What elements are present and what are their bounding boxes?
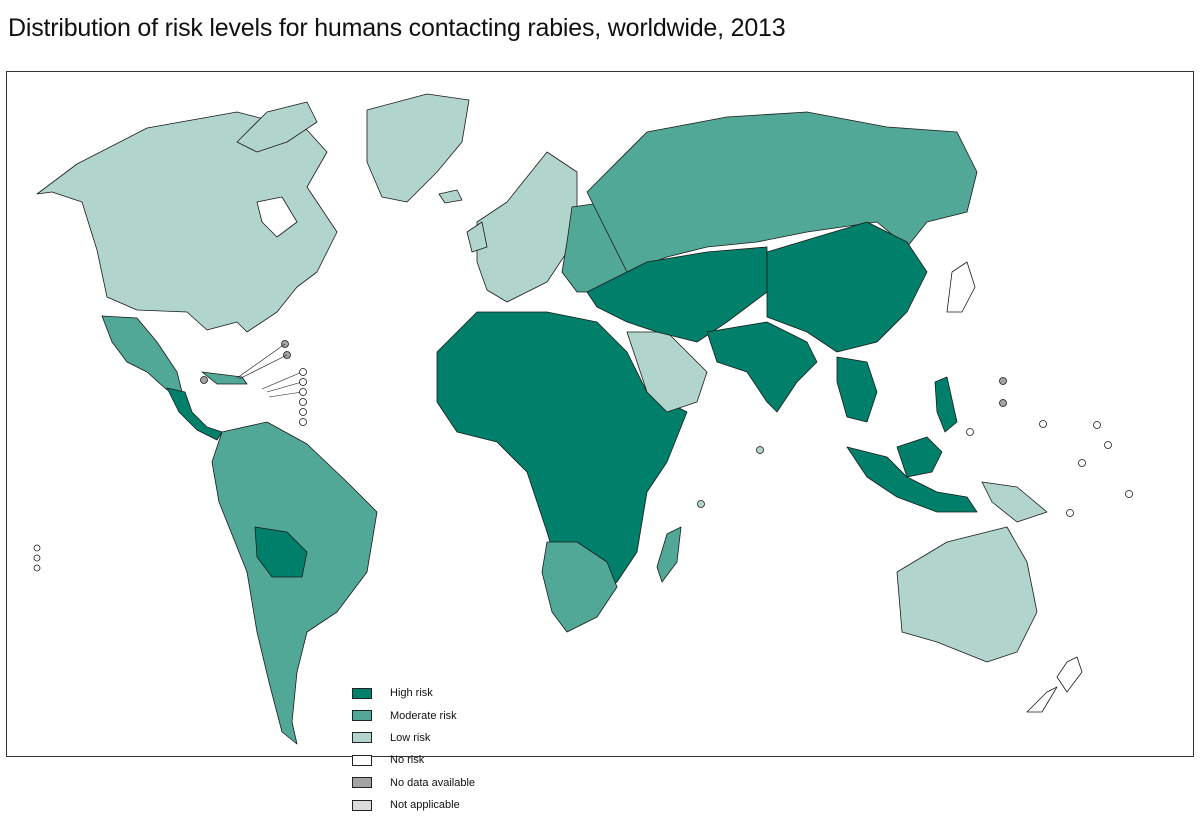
hudson-bay — [256, 196, 298, 238]
legend-item-high: High risk — [352, 682, 475, 704]
legend-swatch-low — [352, 732, 372, 744]
world-map — [33, 93, 1133, 745]
region-central-america — [166, 387, 223, 441]
island-marker — [299, 368, 307, 376]
legend-item-na: Not applicable — [352, 794, 475, 816]
region-borneo — [896, 436, 943, 478]
region-western-europe — [476, 151, 578, 303]
island-marker — [1066, 509, 1074, 517]
region-australia — [896, 526, 1038, 663]
region-new-zealand — [1026, 656, 1083, 713]
region-madagascar — [656, 526, 682, 583]
legend: High risk Moderate risk Low risk No risk No … — [352, 682, 475, 816]
island-marker — [200, 376, 208, 384]
legend-label-nodata: No data available — [390, 776, 476, 789]
legend-swatch-moderate — [352, 710, 372, 722]
region-se-asia — [836, 356, 878, 423]
island-marker — [33, 544, 41, 552]
region-china — [766, 221, 928, 353]
island-marker — [299, 408, 307, 416]
region-caribbean — [201, 371, 248, 385]
legend-label-na: Not applicable — [390, 799, 460, 812]
legend-swatch-high — [352, 687, 372, 699]
legend-label-none: No risk — [390, 754, 425, 767]
region-arctic-islands — [236, 101, 318, 153]
island-marker — [1093, 421, 1101, 429]
region-uk — [466, 221, 488, 253]
region-south-america — [211, 421, 378, 745]
island-marker — [1078, 459, 1086, 467]
legend-item-low: Low risk — [352, 727, 475, 749]
caribbean-callouts — [236, 343, 303, 398]
legend-item-moderate: Moderate risk — [352, 704, 475, 726]
island-marker — [756, 446, 764, 454]
region-africa — [436, 311, 688, 603]
island-marker — [1104, 441, 1112, 449]
island-marker — [1039, 420, 1047, 428]
island-marker — [1125, 490, 1133, 498]
map-frame: High risk Moderate risk Low risk No risk No … — [6, 71, 1194, 811]
map-title: Distribution of risk levels for humans c… — [8, 14, 786, 42]
legend-swatch-nodata — [352, 777, 372, 789]
region-png — [981, 481, 1048, 523]
island-marker — [299, 398, 307, 406]
region-north-america — [36, 111, 338, 333]
legend-item-none: No risk — [352, 749, 475, 771]
region-iceland — [438, 189, 463, 204]
island-marker — [966, 428, 974, 436]
island-marker — [299, 418, 307, 426]
island-marker — [299, 388, 307, 396]
caribbean-markers — [299, 368, 307, 426]
region-south-asia — [706, 321, 818, 413]
island-marker — [697, 500, 705, 508]
region-southern-africa — [541, 541, 618, 633]
legend-item-nodata: No data available — [352, 772, 475, 794]
island-markers — [33, 340, 1133, 572]
region-greenland — [366, 93, 470, 203]
legend-swatch-none — [352, 754, 372, 766]
island-marker — [999, 399, 1007, 407]
region-indonesia — [846, 446, 978, 513]
legend-label-high: High risk — [390, 687, 433, 700]
region-japan — [946, 261, 976, 313]
island-marker — [33, 564, 41, 572]
region-bolivia — [254, 526, 308, 578]
island-marker — [33, 554, 41, 562]
legend-label-moderate: Moderate risk — [390, 709, 457, 722]
region-mexico — [101, 315, 183, 393]
region-philippines — [934, 376, 958, 433]
legend-swatch-na — [352, 799, 372, 811]
region-central-asia — [586, 246, 768, 343]
island-marker — [299, 378, 307, 386]
island-marker — [999, 377, 1007, 385]
legend-label-low: Low risk — [390, 731, 431, 744]
